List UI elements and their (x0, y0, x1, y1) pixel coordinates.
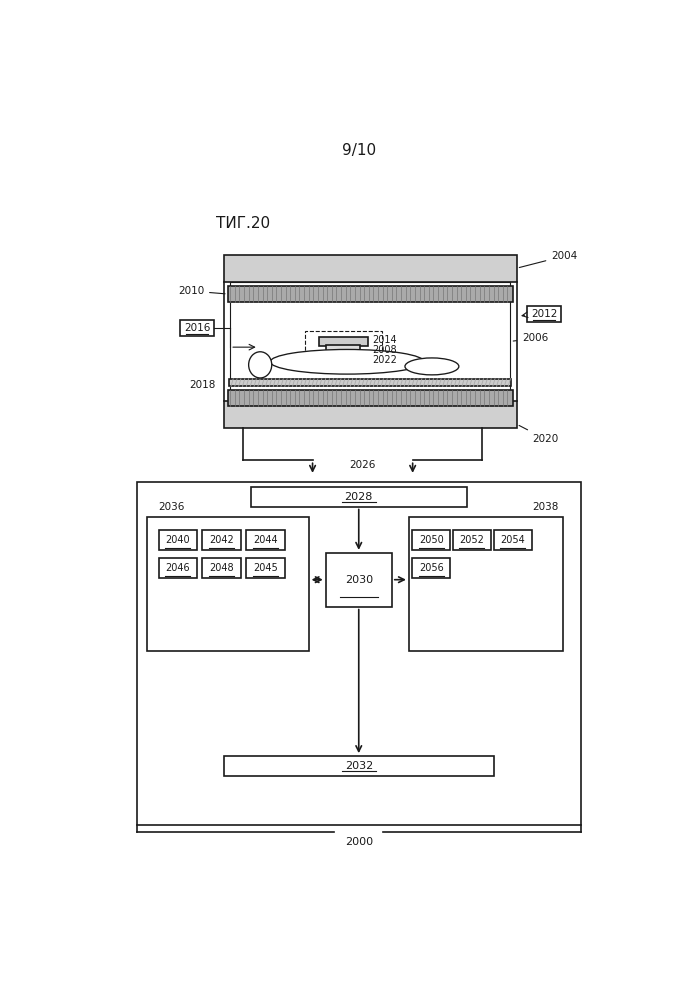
Text: 2010: 2010 (178, 286, 225, 296)
Text: 2004: 2004 (519, 251, 578, 268)
Bar (147, 517, 309, 651)
Bar (494, 530, 532, 550)
Text: 9/10: 9/10 (342, 143, 376, 158)
Bar (326, 553, 392, 607)
Bar (158, 558, 197, 578)
Bar (246, 530, 285, 550)
Bar (251, 487, 466, 507)
Text: 2018: 2018 (189, 380, 216, 390)
Ellipse shape (248, 352, 272, 378)
Text: 2042: 2042 (209, 535, 234, 545)
Bar (412, 530, 450, 550)
Text: 2014: 2014 (372, 335, 397, 345)
Bar (224, 255, 517, 282)
Bar (305, 331, 382, 368)
Bar (246, 558, 285, 578)
Text: 2046: 2046 (165, 563, 190, 573)
Bar (180, 320, 214, 336)
Text: 2006: 2006 (513, 333, 548, 343)
Text: 2026: 2026 (349, 460, 376, 470)
Text: 2056: 2056 (419, 563, 444, 573)
Text: 2052: 2052 (459, 535, 484, 545)
Bar (202, 530, 241, 550)
Text: 2048: 2048 (209, 563, 234, 573)
Ellipse shape (270, 349, 424, 374)
Bar (230, 282, 510, 401)
Text: 2054: 2054 (500, 535, 525, 545)
Text: 2008: 2008 (372, 345, 397, 355)
Bar (228, 389, 512, 406)
Text: 2028: 2028 (344, 492, 373, 502)
Text: 2022: 2022 (372, 355, 398, 365)
Text: 2050: 2050 (419, 535, 444, 545)
Text: 2036: 2036 (158, 502, 185, 512)
Text: 2040: 2040 (165, 535, 190, 545)
Text: 2016: 2016 (184, 323, 210, 333)
Text: 2045: 2045 (253, 563, 278, 573)
Text: 2012: 2012 (531, 309, 557, 319)
Bar (326, 345, 361, 357)
Text: 2038: 2038 (533, 502, 559, 512)
Text: 2030: 2030 (344, 575, 373, 585)
Bar (527, 306, 561, 322)
Text: 2020: 2020 (519, 425, 559, 444)
Text: 2000: 2000 (344, 837, 373, 847)
Bar (158, 530, 197, 550)
Text: 2032: 2032 (344, 761, 373, 771)
Bar (224, 756, 493, 776)
Bar (409, 517, 563, 651)
Bar (318, 337, 368, 346)
Bar (453, 530, 491, 550)
Bar (230, 379, 511, 386)
Ellipse shape (405, 358, 459, 375)
Text: 2044: 2044 (253, 535, 278, 545)
Bar (137, 482, 580, 825)
Bar (224, 401, 517, 428)
Bar (228, 286, 512, 302)
Text: ΤИГ.20: ΤИГ.20 (216, 216, 270, 231)
Bar (412, 558, 450, 578)
Bar (202, 558, 241, 578)
